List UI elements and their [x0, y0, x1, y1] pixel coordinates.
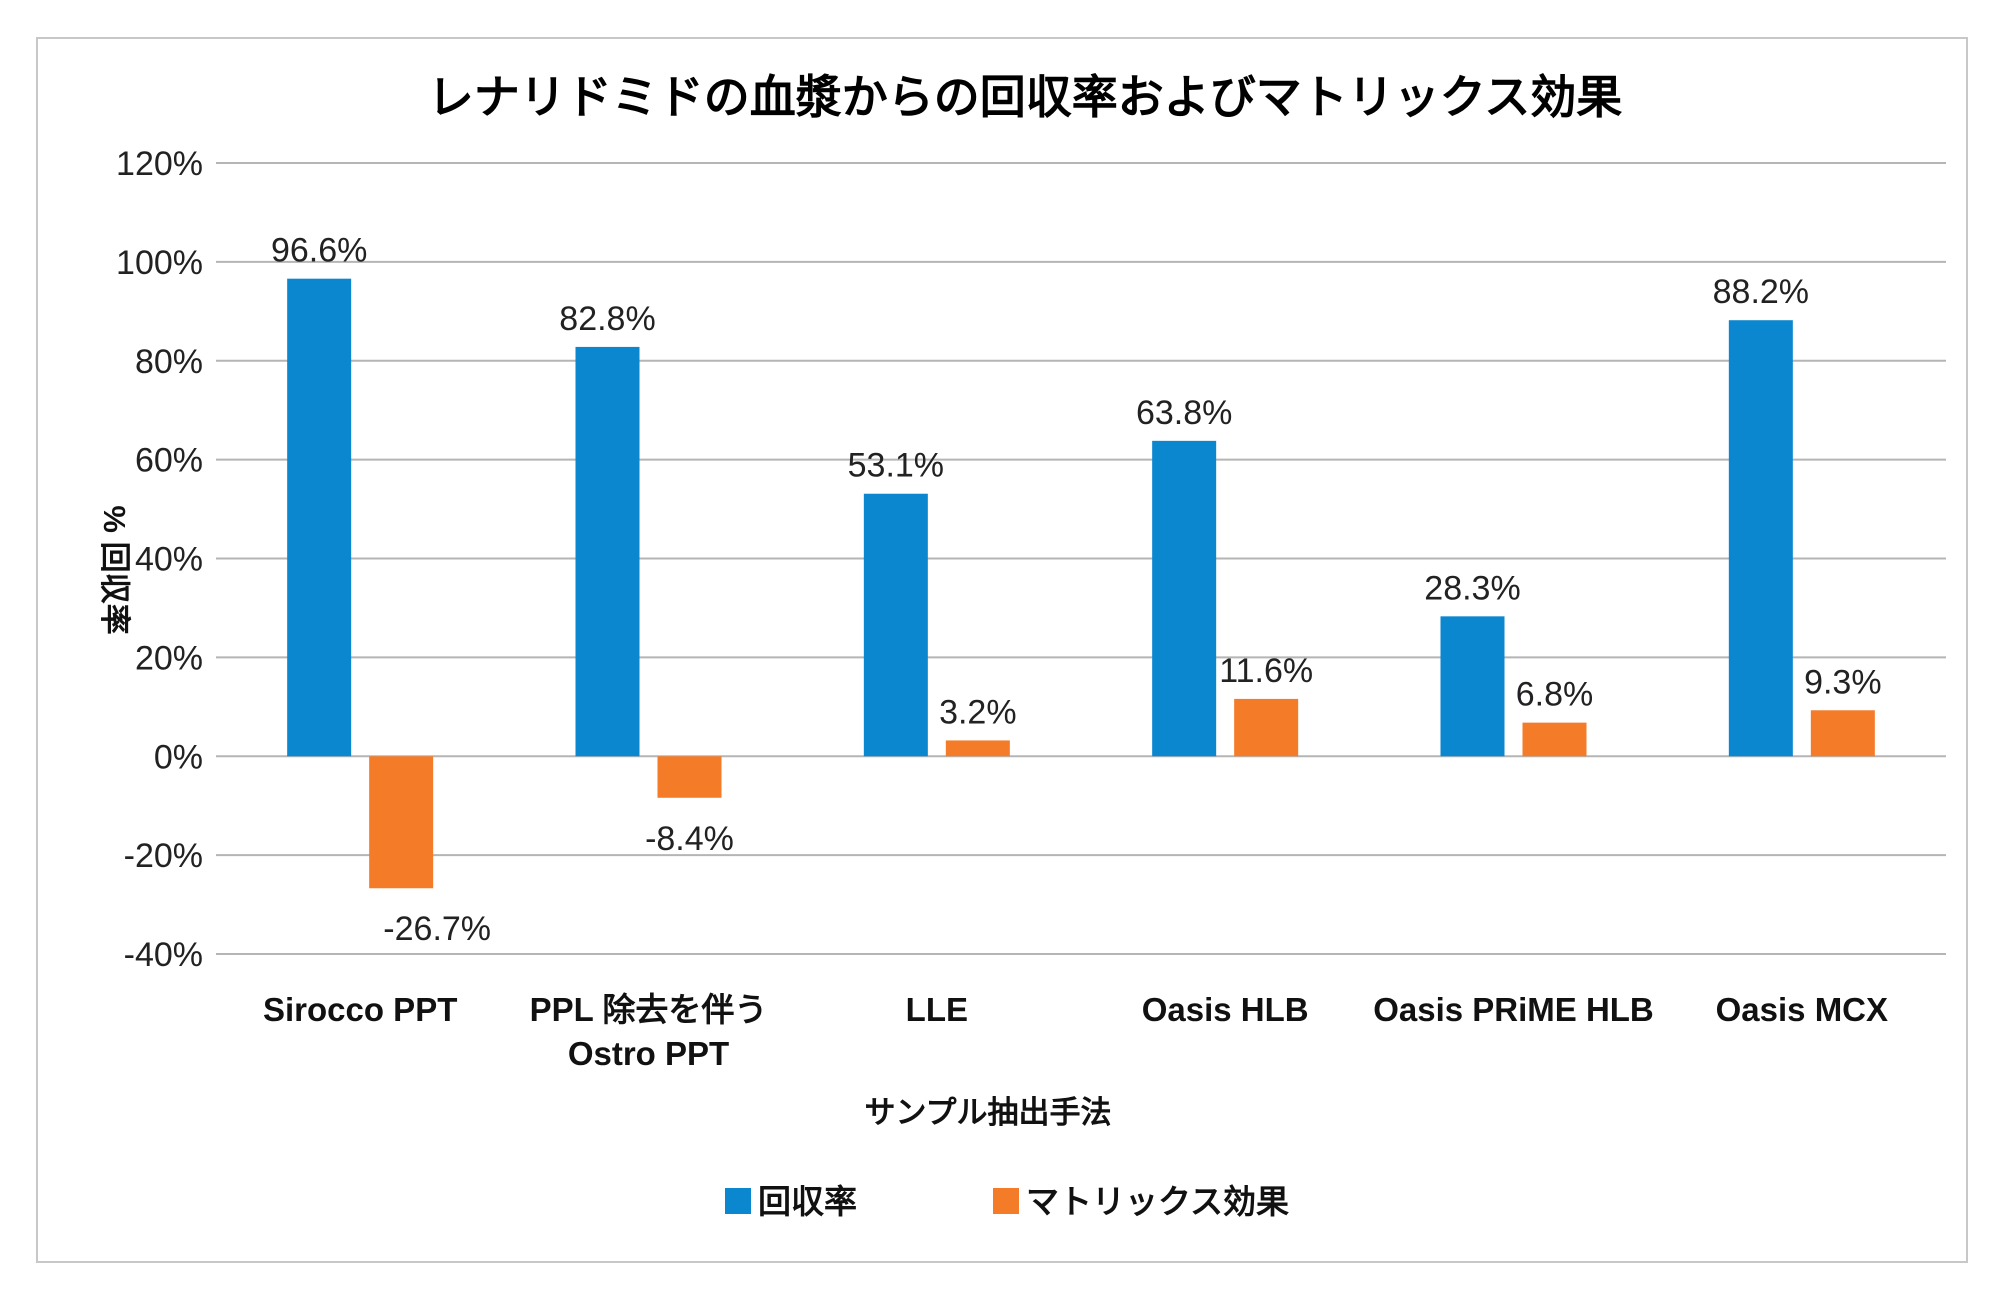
legend-label: マトリックス効果	[1026, 1183, 1289, 1220]
data-label: 9.3%	[1804, 663, 1882, 701]
legend-label: 回収率	[758, 1183, 857, 1220]
category-label: Oasis HLB	[1142, 991, 1309, 1028]
bar	[1810, 710, 1875, 757]
legend: 回収率 マトリックス効果	[725, 1183, 1289, 1220]
bar	[945, 740, 1010, 757]
bar	[863, 493, 928, 757]
legend-swatch	[993, 1188, 1019, 1214]
y-tick-label: 0%	[154, 738, 203, 776]
y-tick-label: 60%	[135, 442, 203, 480]
y-tick-label: 120%	[116, 145, 203, 183]
chart-title: レナリドミドの血漿からの回収率およびマトリックス効果	[428, 71, 1623, 123]
data-label: 82.8%	[559, 300, 655, 338]
category-label: LLE	[906, 991, 968, 1028]
x-axis-categories: Sirocco PPT PPL 除去を伴う Ostro PPT LLE Oasis HL…	[263, 991, 1888, 1072]
category-label: Oasis PRiME HLB	[1373, 991, 1654, 1028]
bar	[1440, 616, 1505, 757]
bar	[1152, 440, 1217, 757]
gridlines	[216, 162, 1946, 955]
bar	[369, 756, 434, 889]
data-label: 53.1%	[848, 447, 944, 485]
bar	[657, 756, 722, 798]
y-tick-label: 20%	[135, 639, 203, 677]
chart-frame	[36, 37, 1968, 1263]
category-label: PPL 除去を伴う	[530, 991, 768, 1028]
bar	[1234, 698, 1299, 757]
category-label: Ostro PPT	[568, 1035, 729, 1072]
y-axis-label: % 回収率	[97, 505, 132, 634]
y-tick-label: -20%	[124, 837, 203, 875]
bar	[575, 346, 640, 757]
data-label: 28.3%	[1424, 569, 1520, 607]
x-axis-label: サンプル抽出手法	[864, 1095, 1111, 1130]
bar	[1522, 722, 1587, 757]
data-label: -26.7%	[383, 910, 491, 948]
data-label: -8.4%	[645, 820, 734, 858]
y-tick-label: 100%	[116, 244, 203, 282]
data-labels: 96.6% 82.8% 53.1% 63.8% 28.3% 88.2% -26.7% -8.4…	[271, 232, 1882, 949]
bar	[1728, 320, 1793, 757]
data-label: 96.6%	[271, 232, 367, 270]
y-tick-label: 40%	[135, 541, 203, 579]
data-label: 63.8%	[1136, 394, 1232, 432]
category-label: Sirocco PPT	[263, 991, 457, 1028]
data-label: 88.2%	[1713, 273, 1809, 311]
bars	[287, 278, 1875, 889]
data-label: 3.2%	[939, 693, 1017, 731]
y-axis-ticks: -40% -20% 0% 20% 40% 60% 80% 100% 120%	[116, 145, 203, 974]
data-label: 11.6%	[1219, 652, 1313, 690]
data-label: 6.8%	[1516, 676, 1594, 714]
category-label: Oasis MCX	[1716, 991, 1888, 1028]
legend-swatch	[725, 1188, 751, 1214]
bar	[287, 278, 352, 757]
y-tick-label: 80%	[135, 343, 203, 381]
y-tick-label: -40%	[124, 936, 203, 974]
